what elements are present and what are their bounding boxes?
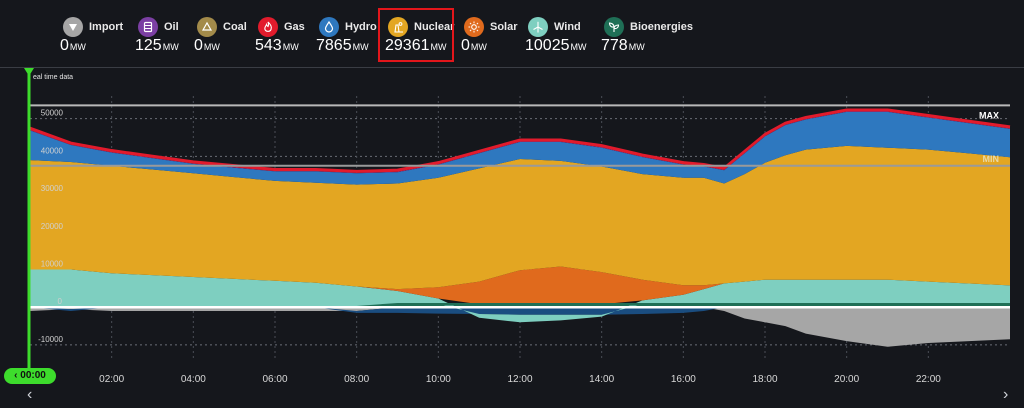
legend-label: Hydro bbox=[345, 21, 377, 33]
legend-value: 29361MW bbox=[385, 37, 447, 54]
flame-icon bbox=[258, 17, 278, 37]
series-area-gas bbox=[30, 109, 1010, 173]
cursor-time-value: 00:00 bbox=[20, 370, 46, 381]
legend-value: 7865MW bbox=[316, 37, 369, 54]
series-line-gas bbox=[29, 108, 1011, 173]
x-tick-label: 14:00 bbox=[589, 374, 614, 385]
chevron-down-icon bbox=[63, 17, 83, 37]
y-tick-label: -10000 bbox=[38, 335, 63, 344]
x-tick-label: 10:00 bbox=[426, 374, 451, 385]
nuclear-plant-icon bbox=[388, 17, 408, 37]
series-area-export bbox=[30, 307, 1010, 315]
production-chart: MAX MIN -10000 0 10000 20000 30000 40000 50000 02… bbox=[24, 68, 1011, 385]
legend-label: Wind bbox=[554, 21, 581, 33]
next-arrow-icon[interactable]: › bbox=[1003, 386, 1009, 403]
y-tick-label: 30000 bbox=[41, 184, 64, 193]
series-area-hydro bbox=[30, 111, 1010, 185]
x-tick-label: 12:00 bbox=[507, 374, 532, 385]
x-tick-label: 22:00 bbox=[916, 374, 941, 385]
coal-icon bbox=[197, 17, 217, 37]
x-tick-label: 08:00 bbox=[344, 374, 369, 385]
legend-value: 10025MW bbox=[525, 37, 587, 54]
legend-label: Bioenergies bbox=[630, 21, 693, 33]
legend-value: 778MW bbox=[601, 37, 645, 54]
wind-turbine-icon bbox=[528, 17, 548, 37]
oil-barrel-icon bbox=[138, 17, 158, 37]
legend-value: 0MW bbox=[60, 37, 86, 54]
legend-label: Coal bbox=[223, 21, 247, 33]
min-label: MIN bbox=[983, 154, 1000, 164]
y-tick-label: 10000 bbox=[41, 259, 64, 268]
series-area-wind bbox=[30, 269, 1010, 323]
x-tick-label: 04:00 bbox=[181, 374, 206, 385]
max-label: MAX bbox=[979, 110, 999, 120]
legend-value: 543MW bbox=[255, 37, 299, 54]
chart-top-divider bbox=[0, 67, 1024, 68]
y-tick-label: 0 bbox=[58, 297, 63, 306]
sun-icon bbox=[464, 17, 484, 37]
x-tick-label: 18:00 bbox=[752, 374, 777, 385]
series-area-import bbox=[30, 307, 1010, 347]
x-tick-label: 20:00 bbox=[834, 374, 859, 385]
legend-label: Solar bbox=[490, 21, 518, 33]
series-area-solar bbox=[30, 266, 1010, 305]
y-tick-label: 50000 bbox=[41, 109, 64, 118]
prev-arrow-icon[interactable]: ‹ bbox=[27, 386, 33, 403]
series-line-bioenergies bbox=[356, 302, 1010, 309]
nuclear-highlight-box bbox=[378, 8, 454, 62]
legend-label: Oil bbox=[164, 21, 179, 33]
y-tick-label: 20000 bbox=[41, 222, 64, 231]
x-tick-label: 02:00 bbox=[99, 374, 124, 385]
water-drop-icon bbox=[319, 17, 339, 37]
legend-value: 125MW bbox=[135, 37, 179, 54]
legend-value: 0MW bbox=[194, 37, 220, 54]
y-tick-label: 40000 bbox=[41, 146, 64, 155]
x-tick-label: 16:00 bbox=[671, 374, 696, 385]
series-area-nuclear bbox=[30, 145, 1010, 290]
time-cursor-label[interactable]: ‹ 00:00 bbox=[4, 368, 56, 384]
legend-label: Nuclear bbox=[414, 21, 455, 33]
legend-label: Import bbox=[89, 21, 124, 33]
realtime-annotation: eal time data bbox=[33, 74, 73, 81]
legend-value: 0MW bbox=[461, 37, 487, 54]
x-tick-label: 06:00 bbox=[262, 374, 287, 385]
legend-label: Gas bbox=[284, 21, 305, 33]
leaf-icon bbox=[604, 17, 624, 37]
